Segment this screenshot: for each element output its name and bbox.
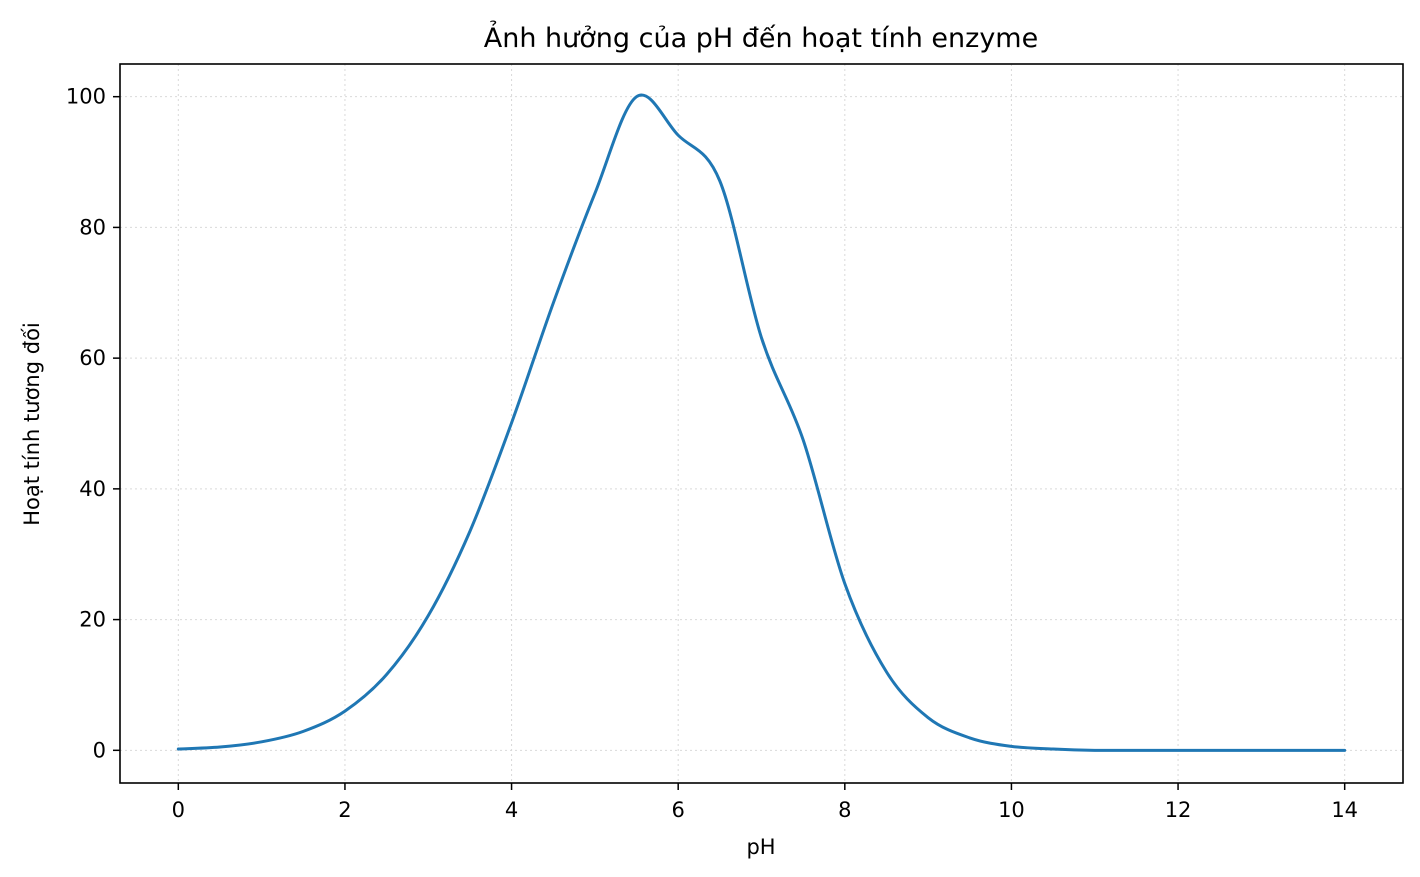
x-tick-label: 8 xyxy=(838,798,851,822)
x-tick-label: 4 xyxy=(505,798,518,822)
grid xyxy=(120,64,1403,783)
x-tick-label: 10 xyxy=(998,798,1025,822)
x-tick-label: 6 xyxy=(672,798,685,822)
ticks: 0 2 4 6 8 10 12 14 0 20 40 60 80 100 xyxy=(66,85,1358,822)
x-tick-label: 14 xyxy=(1331,798,1358,822)
chart-title: Ảnh hưởng của pH đến hoạt tính enzyme xyxy=(484,20,1038,54)
y-tick-label: 20 xyxy=(79,608,106,632)
y-axis-label: Hoạt tính tương đối xyxy=(20,322,44,526)
series-layer xyxy=(176,93,1347,752)
x-tick-label: 0 xyxy=(172,798,185,822)
y-tick-label: 100 xyxy=(66,85,106,109)
y-tick-label: 60 xyxy=(79,346,106,370)
y-tick-label: 0 xyxy=(93,738,106,762)
y-tick-label: 80 xyxy=(79,215,106,239)
x-tick-label: 12 xyxy=(1165,798,1192,822)
series-line xyxy=(176,93,1347,752)
x-axis-label: pH xyxy=(746,835,775,859)
y-tick-label: 40 xyxy=(79,477,106,501)
x-tick-label: 2 xyxy=(338,798,351,822)
plot-frame xyxy=(119,63,1404,784)
